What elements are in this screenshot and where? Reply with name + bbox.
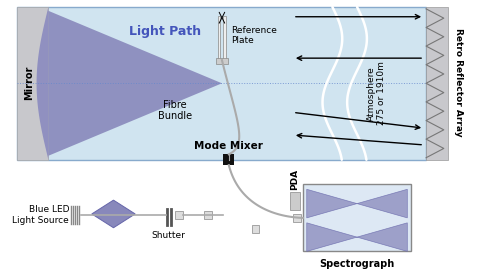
- Bar: [218, 16, 220, 60]
- Bar: [252, 225, 260, 233]
- Text: Fibre
Bundle: Fibre Bundle: [158, 100, 192, 121]
- Bar: [17, 7, 426, 160]
- Text: Retro Reflector Array: Retro Reflector Array: [454, 28, 463, 137]
- Text: Mode Mixer: Mode Mixer: [194, 141, 264, 151]
- Text: Mirror: Mirror: [24, 66, 34, 100]
- Text: Shutter: Shutter: [152, 231, 186, 240]
- Text: PDA: PDA: [290, 169, 300, 190]
- Bar: [174, 211, 182, 219]
- Bar: [426, 7, 448, 160]
- Bar: [224, 16, 226, 60]
- Bar: [303, 184, 412, 251]
- Polygon shape: [48, 11, 222, 156]
- Bar: [216, 58, 228, 64]
- Text: Light Path: Light Path: [128, 25, 201, 38]
- Polygon shape: [306, 189, 408, 218]
- Polygon shape: [306, 223, 408, 251]
- Bar: [17, 7, 48, 160]
- Text: Atmosphere
275 or 1910m: Atmosphere 275 or 1910m: [367, 61, 386, 125]
- Bar: [293, 214, 301, 222]
- Bar: [204, 211, 212, 219]
- Bar: [290, 192, 300, 210]
- Polygon shape: [92, 200, 135, 228]
- Text: Reference
Plate: Reference Plate: [231, 26, 276, 45]
- Text: Spectrograph: Spectrograph: [320, 259, 394, 269]
- Text: Blue LED
Light Source: Blue LED Light Source: [12, 205, 69, 225]
- Polygon shape: [36, 7, 48, 160]
- Bar: [224, 154, 234, 165]
